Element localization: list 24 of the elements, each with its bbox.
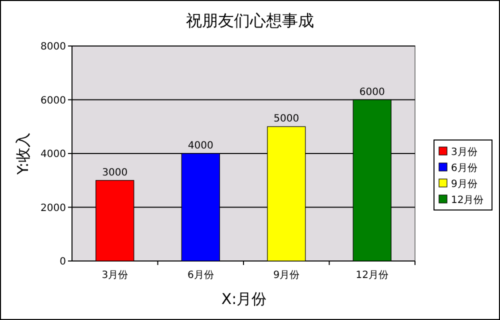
y-axis-title: Y:收入 (14, 132, 32, 176)
legend-label: 12月份 (451, 195, 484, 206)
x-tick-label: 9月份 (273, 270, 300, 281)
legend-item: 12月份 (438, 194, 484, 206)
y-tick-label: 0 (60, 256, 66, 268)
legend-label: 3月份 (451, 147, 478, 158)
x-tick-label: 6月份 (187, 270, 214, 281)
legend-item: 6月份 (438, 162, 478, 174)
data-label: 4000 (188, 140, 214, 152)
legend-item: 9月份 (438, 178, 478, 190)
y-tick-label: 8000 (40, 42, 66, 52)
legend-label: 6月份 (451, 163, 478, 174)
data-label: 5000 (274, 114, 300, 125)
chart-title: 祝朋友们心想事成 (186, 11, 314, 30)
y-tick-label: 2000 (40, 202, 66, 214)
y-tick-label: 6000 (40, 95, 66, 106)
legend-item: 3月份 (438, 146, 478, 158)
x-tick-label: 3月份 (102, 270, 128, 281)
y-tick-label: 4000 (40, 149, 66, 160)
x-axis-title: X:月份 (221, 290, 267, 308)
data-label: 6000 (359, 86, 385, 98)
data-label: 3000 (102, 167, 128, 178)
x-tick-label: 12月份 (356, 270, 388, 281)
legend-label: 9月份 (451, 179, 478, 190)
